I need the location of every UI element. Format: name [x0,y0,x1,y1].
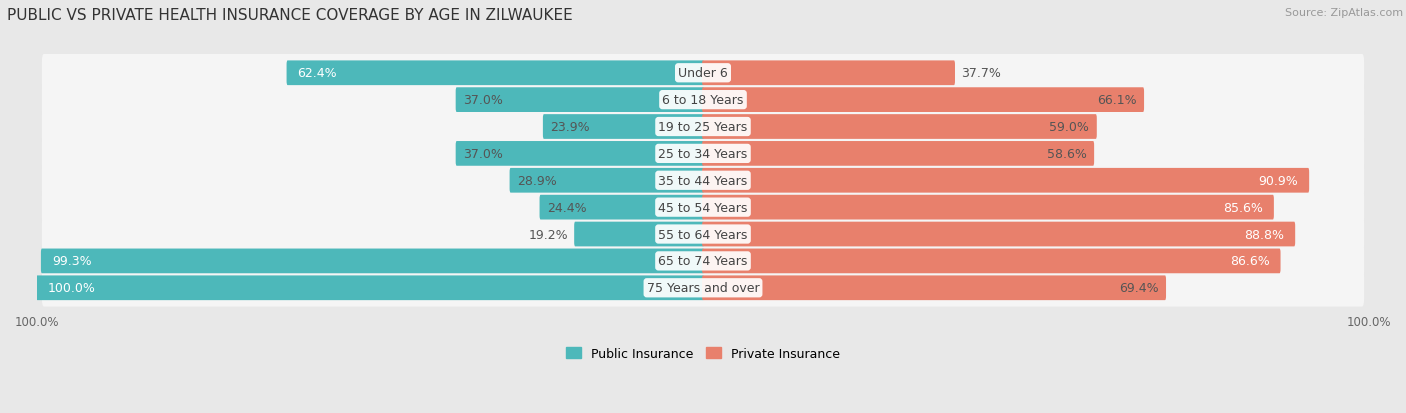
FancyBboxPatch shape [702,88,1144,113]
FancyBboxPatch shape [42,189,1364,226]
Text: 62.4%: 62.4% [298,67,337,80]
FancyBboxPatch shape [42,269,1364,307]
FancyBboxPatch shape [702,115,1097,140]
Text: 69.4%: 69.4% [1119,282,1159,294]
Legend: Public Insurance, Private Insurance: Public Insurance, Private Insurance [567,347,839,360]
Text: 45 to 54 Years: 45 to 54 Years [658,201,748,214]
Text: 86.6%: 86.6% [1230,255,1270,268]
FancyBboxPatch shape [456,142,704,166]
Text: 66.1%: 66.1% [1097,94,1136,107]
Text: PUBLIC VS PRIVATE HEALTH INSURANCE COVERAGE BY AGE IN ZILWAUKEE: PUBLIC VS PRIVATE HEALTH INSURANCE COVER… [7,8,572,23]
FancyBboxPatch shape [702,222,1295,247]
FancyBboxPatch shape [702,61,955,86]
Text: 99.3%: 99.3% [52,255,91,268]
FancyBboxPatch shape [456,88,704,113]
Text: 35 to 44 Years: 35 to 44 Years [658,174,748,188]
Text: 19 to 25 Years: 19 to 25 Years [658,121,748,134]
FancyBboxPatch shape [42,55,1364,93]
FancyBboxPatch shape [287,61,704,86]
Text: 28.9%: 28.9% [517,174,557,188]
Text: 25 to 34 Years: 25 to 34 Years [658,147,748,161]
FancyBboxPatch shape [543,115,704,140]
Text: 90.9%: 90.9% [1258,174,1298,188]
Text: Under 6: Under 6 [678,67,728,80]
Text: 19.2%: 19.2% [529,228,568,241]
FancyBboxPatch shape [574,222,704,247]
FancyBboxPatch shape [41,249,704,273]
FancyBboxPatch shape [702,276,1166,300]
FancyBboxPatch shape [702,249,1281,273]
Text: 23.9%: 23.9% [551,121,591,134]
Text: 59.0%: 59.0% [1049,121,1090,134]
Text: 37.0%: 37.0% [464,94,503,107]
FancyBboxPatch shape [42,242,1364,280]
FancyBboxPatch shape [702,169,1309,193]
Text: 88.8%: 88.8% [1244,228,1284,241]
FancyBboxPatch shape [702,195,1274,220]
FancyBboxPatch shape [509,169,704,193]
FancyBboxPatch shape [42,135,1364,173]
Text: 24.4%: 24.4% [547,201,586,214]
Text: 65 to 74 Years: 65 to 74 Years [658,255,748,268]
Text: 85.6%: 85.6% [1223,201,1263,214]
FancyBboxPatch shape [42,162,1364,199]
Text: 55 to 64 Years: 55 to 64 Years [658,228,748,241]
FancyBboxPatch shape [42,216,1364,253]
FancyBboxPatch shape [42,109,1364,146]
Text: 58.6%: 58.6% [1046,147,1087,161]
Text: 6 to 18 Years: 6 to 18 Years [662,94,744,107]
Text: 37.7%: 37.7% [960,67,1001,80]
Text: Source: ZipAtlas.com: Source: ZipAtlas.com [1285,8,1403,18]
FancyBboxPatch shape [42,82,1364,119]
FancyBboxPatch shape [37,276,704,300]
Text: 100.0%: 100.0% [48,282,96,294]
Text: 37.0%: 37.0% [464,147,503,161]
Text: 75 Years and over: 75 Years and over [647,282,759,294]
FancyBboxPatch shape [702,142,1094,166]
FancyBboxPatch shape [540,195,704,220]
